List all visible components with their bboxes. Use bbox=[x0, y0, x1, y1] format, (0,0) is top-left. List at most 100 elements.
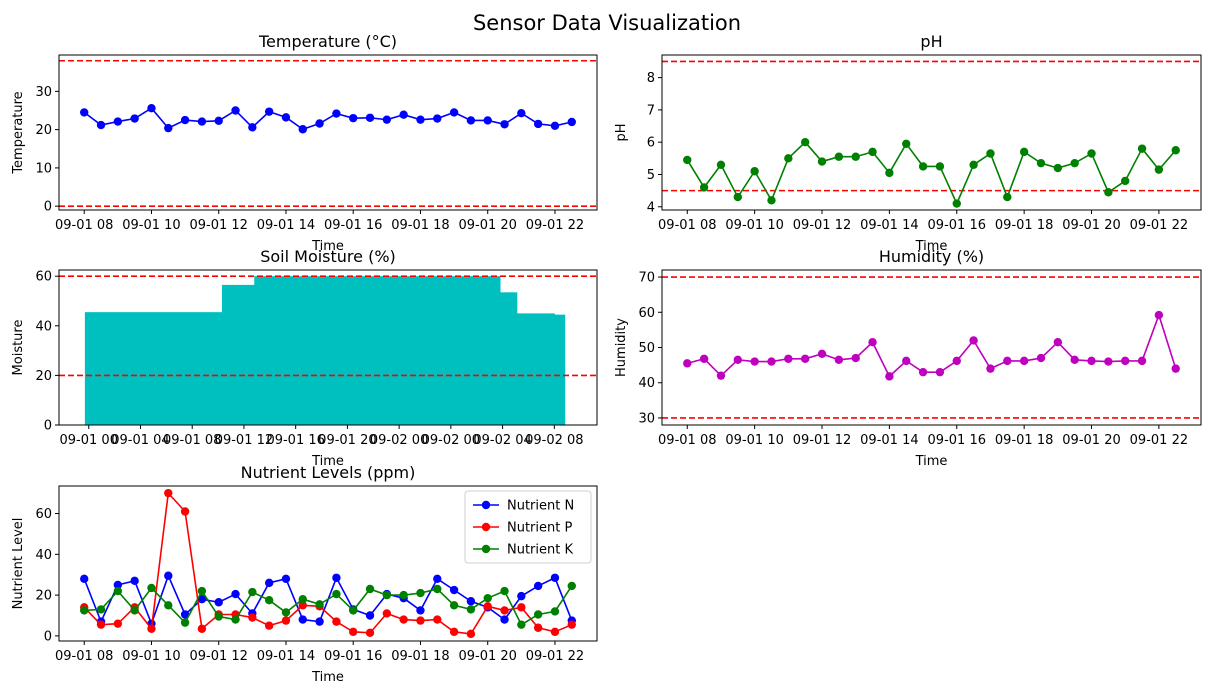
data-point bbox=[130, 114, 139, 123]
y-tick-label: 70 bbox=[638, 271, 655, 286]
data-point bbox=[214, 598, 223, 607]
x-axis-label: Time bbox=[311, 454, 344, 469]
data-point bbox=[113, 117, 123, 126]
data-point bbox=[517, 603, 526, 612]
data-point bbox=[500, 586, 509, 596]
data-point bbox=[214, 116, 223, 126]
data-point bbox=[416, 115, 425, 124]
data-point bbox=[315, 600, 324, 609]
plot-frame bbox=[661, 269, 1202, 426]
x-tick-label: 09-01 08 bbox=[55, 218, 113, 233]
x-tick-label: 09-02 00 bbox=[422, 433, 480, 448]
data-point bbox=[550, 607, 560, 616]
data-point bbox=[935, 162, 945, 171]
y-tick-label: 20 bbox=[35, 123, 52, 138]
data-point bbox=[699, 183, 709, 192]
data-point bbox=[365, 611, 375, 620]
x-tick-label: 09-01 22 bbox=[526, 218, 584, 233]
data-point bbox=[332, 573, 341, 582]
x-axis-label: Time bbox=[311, 670, 344, 685]
legend-label: Nutrient K bbox=[507, 543, 573, 558]
x-axis-label: Time bbox=[311, 239, 344, 254]
data-point bbox=[500, 120, 509, 129]
subplot-temperature: Temperature (°C) 0 10 20 30 09-01 08 09-01 10 0… bbox=[11, 32, 598, 254]
y-axis-label: pH bbox=[614, 123, 629, 141]
moisture-bar bbox=[554, 314, 566, 425]
data-point bbox=[1171, 146, 1180, 155]
y-axis-label: Nutrient Level bbox=[11, 518, 26, 610]
x-tick-label: 09-01 10 bbox=[122, 649, 180, 664]
data-point bbox=[1121, 176, 1130, 186]
data-point bbox=[1121, 356, 1130, 366]
y-tick-label: 4 bbox=[647, 200, 655, 215]
data-point bbox=[197, 624, 207, 633]
data-point bbox=[349, 606, 358, 615]
data-point bbox=[533, 581, 543, 591]
y-tick-label: 40 bbox=[35, 319, 52, 334]
data-point bbox=[180, 610, 190, 619]
x-tick-label: 09-01 08 bbox=[658, 218, 716, 233]
data-point bbox=[298, 601, 307, 610]
x-tick-label: 09-01 18 bbox=[391, 649, 449, 664]
data-point bbox=[416, 616, 425, 625]
data-point bbox=[147, 624, 156, 633]
moisture-bar bbox=[221, 284, 255, 425]
data-point bbox=[1036, 158, 1046, 168]
data-point bbox=[986, 364, 995, 373]
data-point bbox=[466, 116, 476, 125]
data-point bbox=[281, 113, 291, 122]
plot-title: Humidity (%) bbox=[879, 247, 984, 266]
y-axis-label: Humidity bbox=[614, 318, 629, 377]
data-point bbox=[868, 147, 877, 157]
data-point bbox=[1036, 353, 1046, 363]
data-point bbox=[382, 115, 392, 124]
data-point bbox=[180, 115, 190, 125]
data-point bbox=[180, 618, 190, 627]
y-tick-label: 60 bbox=[638, 306, 655, 321]
data-point bbox=[248, 587, 257, 597]
data-point bbox=[1104, 357, 1113, 366]
data-point bbox=[147, 103, 156, 113]
data-point bbox=[969, 160, 978, 169]
data-point bbox=[466, 629, 476, 639]
x-tick-label: 09-01 22 bbox=[1130, 218, 1188, 233]
x-tick-label: 09-01 10 bbox=[122, 218, 180, 233]
plot-frame bbox=[661, 54, 1202, 211]
data-point bbox=[969, 336, 978, 345]
data-point bbox=[164, 601, 173, 610]
data-point bbox=[1070, 158, 1079, 168]
data-point bbox=[164, 571, 173, 580]
plot-area bbox=[59, 59, 597, 207]
subplot-nutrients: Nutrient Levels (ppm) 0 20 40 60 09-01 08 09-0… bbox=[11, 463, 598, 685]
series-line bbox=[686, 141, 1177, 206]
data-point bbox=[281, 608, 291, 617]
figure-title: Sensor Data Visualization bbox=[473, 11, 741, 35]
data-point bbox=[1003, 356, 1012, 366]
data-point bbox=[80, 108, 89, 117]
data-point bbox=[1104, 188, 1113, 197]
legend-marker bbox=[481, 500, 491, 510]
data-point bbox=[800, 354, 810, 363]
data-point bbox=[851, 152, 860, 161]
legend-label: Nutrient N bbox=[507, 499, 574, 514]
x-tick-label: 09-01 22 bbox=[526, 649, 584, 664]
data-point bbox=[433, 615, 442, 624]
data-point bbox=[483, 116, 492, 125]
data-point bbox=[567, 581, 576, 591]
data-point bbox=[817, 349, 827, 359]
data-point bbox=[231, 589, 240, 599]
data-point bbox=[851, 353, 860, 363]
y-tick-label: 5 bbox=[647, 168, 655, 183]
x-tick-label: 09-01 10 bbox=[725, 433, 783, 448]
x-tick-label: 09-01 00 bbox=[60, 433, 118, 448]
plot-title: Nutrient Levels (ppm) bbox=[241, 463, 416, 482]
y-tick-label: 0 bbox=[44, 419, 52, 434]
legend: Nutrient N Nutrient P Nutrient K bbox=[464, 490, 592, 564]
data-point bbox=[365, 628, 375, 638]
data-point bbox=[902, 356, 911, 366]
data-point bbox=[1053, 338, 1063, 347]
data-point bbox=[517, 108, 526, 118]
data-point bbox=[567, 117, 576, 127]
